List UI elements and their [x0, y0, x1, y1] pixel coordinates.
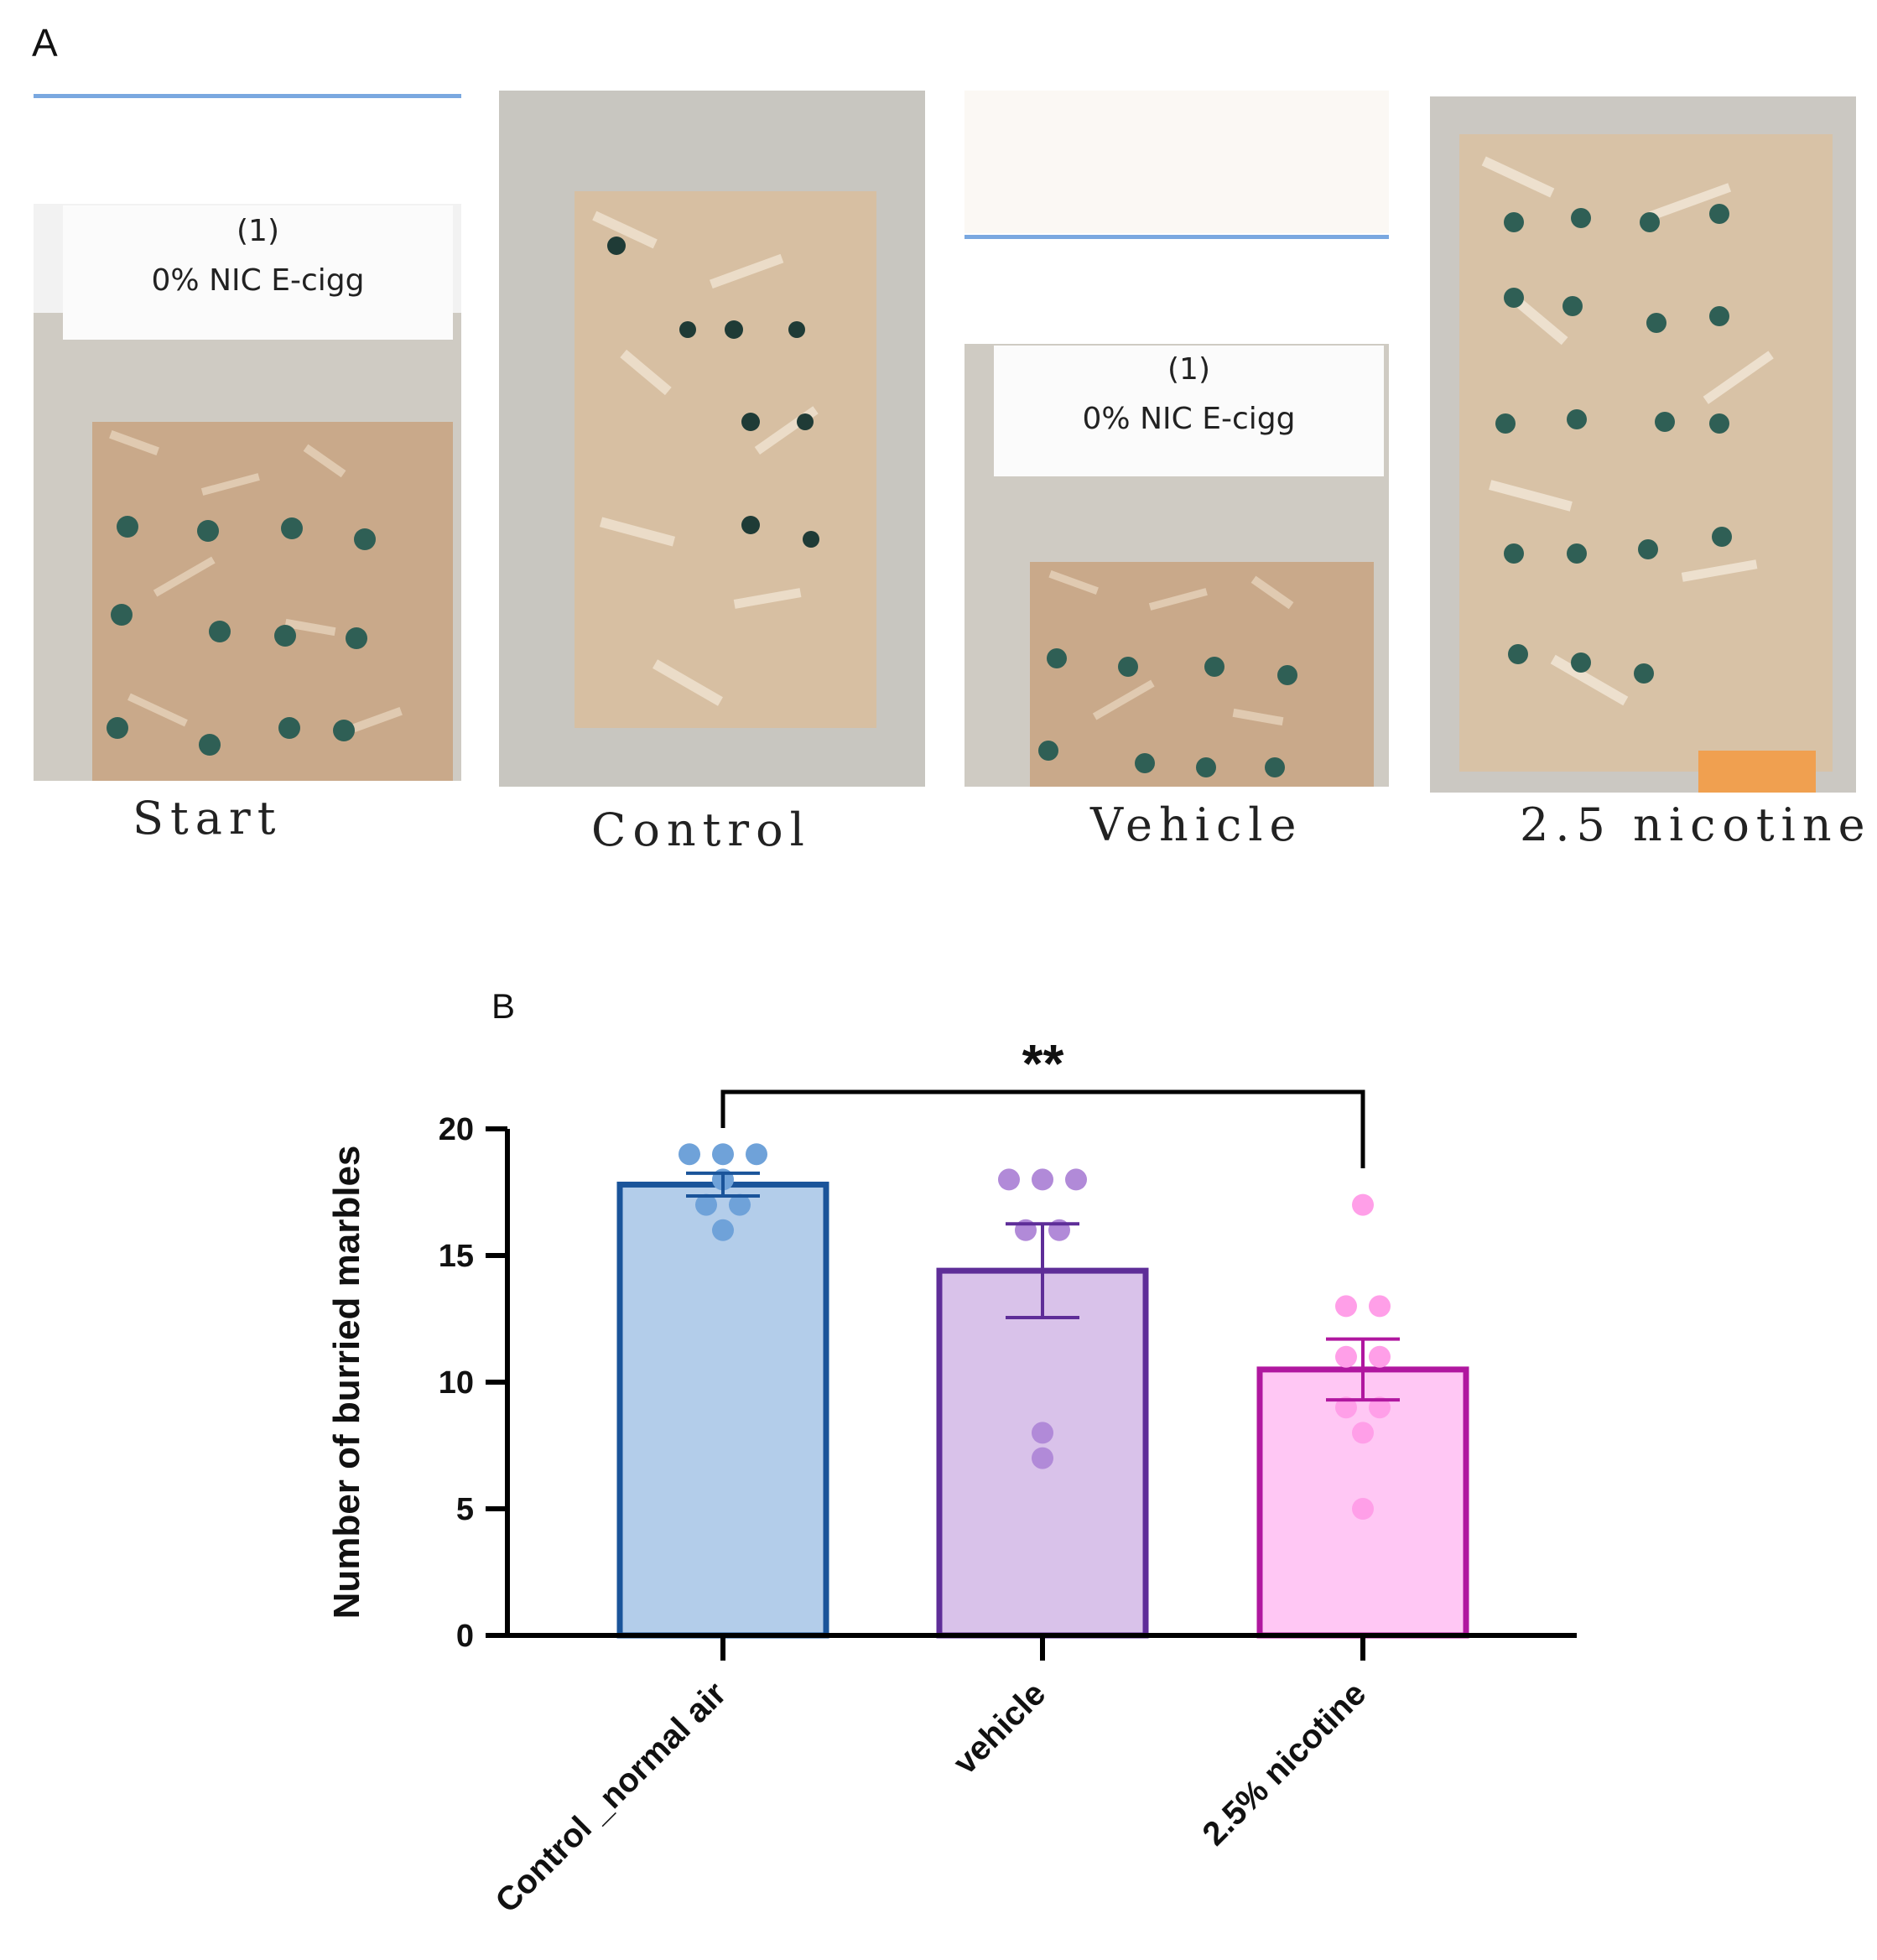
photo-vehicle-card: (1) 0% NIC E-cigg [994, 346, 1384, 476]
photo-vehicle-cream-box [964, 91, 1389, 233]
significance-label: ** [1022, 1033, 1064, 1094]
data-point-0-4 [695, 1193, 717, 1216]
chart-error-bars [686, 1171, 1400, 1402]
photo-start-caption: Start [133, 792, 283, 845]
data-point-2-1 [1335, 1295, 1357, 1318]
data-point-2-8 [1352, 1498, 1374, 1520]
photo-control-caption: Control [591, 803, 811, 856]
photo-nicotine-image [1430, 96, 1856, 793]
data-point-1-2 [1065, 1168, 1087, 1191]
data-point-2-5 [1335, 1396, 1357, 1419]
photo-nicotine-caption: 2.5 nicotine [1520, 798, 1872, 851]
panel-a-letter: A [32, 21, 58, 65]
x-category-label-2: 2.5% nicotine [1195, 1675, 1373, 1853]
y-tick-label-1: 5 [456, 1492, 474, 1527]
data-point-2-3 [1335, 1345, 1357, 1368]
data-point-2-2 [1369, 1295, 1391, 1318]
y-tick-label-3: 15 [439, 1239, 474, 1274]
data-point-2-7 [1352, 1422, 1374, 1444]
x-category-label-0: Control _normal air [488, 1675, 733, 1920]
photo-control [499, 91, 925, 787]
data-point-0-5 [729, 1193, 751, 1216]
y-tick-label-2: 10 [439, 1365, 474, 1401]
bar-0 [616, 1181, 829, 1639]
y-tick-label-0: 0 [456, 1619, 474, 1654]
panel-b-letter: B [491, 986, 516, 1026]
data-point-0-1 [712, 1143, 734, 1166]
chart-axes [486, 1089, 1577, 1661]
photo-start-top-line [34, 94, 461, 98]
photo-vehicle-caption: Vehicle [1090, 798, 1303, 851]
photo-start-card-line2: 0% NIC E-cigg [151, 263, 365, 298]
photo-start-card: (1) 0% NIC E-cigg [63, 205, 453, 340]
data-point-0-6 [712, 1219, 734, 1241]
data-point-2-4 [1369, 1345, 1391, 1368]
chart-text: 0 5 10 15 20 Control _normal air vehicle 2.5% n… [326, 1033, 1373, 1920]
photo-vehicle-card-line1: (1) [1167, 352, 1210, 387]
data-point-2-0 [1352, 1193, 1374, 1216]
photo-control-image [499, 91, 925, 787]
x-category-label-1: vehicle [946, 1675, 1053, 1781]
data-point-1-6 [1032, 1447, 1053, 1469]
data-point-1-5 [1032, 1422, 1053, 1444]
y-axis-title: Number of burried marbles [326, 1146, 367, 1619]
photo-start-card-line1: (1) [237, 214, 279, 248]
data-point-0-2 [746, 1143, 767, 1166]
photo-vehicle-card-line2: 0% NIC E-cigg [1082, 402, 1296, 436]
photo-vehicle-top-line [964, 235, 1389, 239]
photo-nicotine [1430, 96, 1856, 793]
significance-bracket [720, 1089, 1365, 1168]
chart-bars [616, 1181, 1469, 1639]
y-tick-label-4: 20 [439, 1112, 474, 1147]
data-point-1-0 [998, 1168, 1020, 1191]
data-point-1-1 [1032, 1168, 1053, 1191]
data-point-0-0 [679, 1143, 700, 1166]
data-point-2-6 [1369, 1396, 1391, 1419]
